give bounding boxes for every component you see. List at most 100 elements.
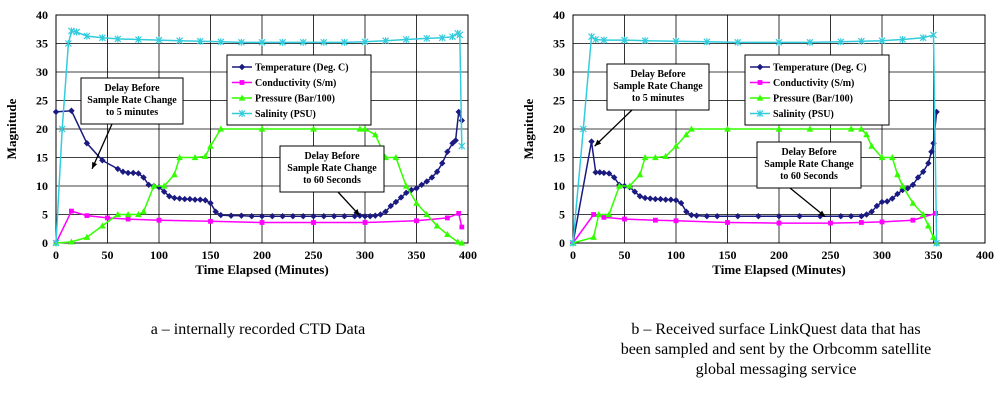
data-point-temperature — [863, 211, 870, 218]
annotation-arrowhead — [594, 139, 602, 147]
data-point-salinity — [361, 38, 369, 46]
data-point-pressure — [392, 154, 400, 161]
data-point-salinity — [134, 36, 142, 44]
x-tick-label: 300 — [873, 248, 891, 262]
data-point-temperature — [52, 108, 60, 116]
legend: Temperature (Deg. C) Conductivity (S/m) Pr… — [226, 54, 372, 126]
series-salinity — [569, 31, 941, 247]
legend-label: Pressure (Bar/100) — [773, 94, 853, 105]
data-point-salinity — [423, 34, 431, 42]
data-point-salinity — [340, 38, 348, 46]
data-point-temperature — [99, 157, 106, 164]
annotation-text: Sample Rate Change — [287, 163, 377, 174]
data-point-pressure — [207, 142, 214, 149]
annotation-text: Delay Before — [104, 83, 160, 94]
data-point-pressure — [930, 233, 937, 240]
legend-label: Pressure (Bar/100) — [255, 94, 335, 105]
y-tick-label: 0 — [559, 236, 565, 250]
y-tick-label: 15 — [553, 151, 565, 165]
data-point-temperature — [693, 212, 700, 219]
legend-label: Salinity (PSU) — [773, 109, 834, 120]
annotation-text: Sample Rate Change — [764, 159, 854, 170]
data-point-temperature — [455, 108, 462, 116]
data-point-salinity — [299, 38, 307, 46]
data-point-conductivity — [362, 220, 368, 225]
x-tick-label: 350 — [408, 248, 426, 262]
data-point-temperature — [683, 208, 690, 215]
legend-marker — [239, 80, 245, 85]
data-point-temperature — [372, 212, 379, 219]
data-point-pressure — [99, 222, 106, 229]
annotation-arrow — [789, 187, 826, 218]
data-point-pressure — [775, 125, 783, 132]
x-tick-label: 50 — [619, 248, 631, 262]
x-tick-label: 100 — [667, 248, 685, 262]
data-point-temperature — [894, 190, 901, 198]
data-point-temperature — [592, 169, 599, 176]
data-point-temperature — [647, 195, 654, 202]
data-point-salinity — [217, 38, 225, 46]
legend-item-salinity: Salinity (PSU) — [232, 109, 316, 120]
data-point-temperature — [403, 189, 410, 197]
data-point-temperature — [439, 160, 446, 167]
data-point-temperature — [207, 199, 214, 207]
annotation-text: to 60 Seconds — [303, 175, 361, 186]
y-tick-label: 5 — [42, 208, 48, 222]
data-point-salinity — [114, 35, 122, 43]
data-point-salinity — [458, 142, 466, 150]
data-point-conductivity — [456, 210, 462, 216]
data-point-salinity — [68, 27, 75, 35]
data-point-pressure — [616, 182, 623, 189]
data-point-temperature — [672, 197, 680, 204]
data-point-conductivity — [828, 220, 833, 226]
data-point-temperature — [837, 213, 844, 220]
data-point-pressure — [433, 222, 441, 229]
data-point-salinity — [592, 36, 600, 44]
data-point-conductivity — [725, 220, 730, 225]
data-point-salinity — [837, 38, 845, 46]
data-point-pressure — [636, 171, 644, 178]
data-point-salinity — [98, 34, 106, 42]
data-point-pressure — [868, 142, 875, 149]
annotation-text: to 60 Seconds — [780, 171, 838, 182]
y-tick-label: 15 — [36, 151, 48, 165]
data-point-temperature — [145, 181, 152, 189]
data-point-pressure — [662, 152, 669, 159]
data-point-pressure — [217, 125, 225, 132]
annotation-box — [80, 77, 184, 125]
caption-a-line-1: a – internally recorded CTD Data — [151, 321, 366, 338]
data-point-pressure — [83, 233, 91, 240]
data-point-conductivity — [776, 220, 782, 226]
data-point-temperature — [130, 169, 137, 177]
data-point-temperature — [361, 213, 369, 220]
x-tick-label: 200 — [770, 248, 788, 262]
legend-marker — [757, 80, 763, 85]
data-point-temperature — [397, 194, 405, 201]
data-point-temperature — [596, 169, 603, 176]
annotation-arrowhead — [818, 210, 826, 217]
data-point-temperature — [883, 198, 891, 205]
data-point-pressure — [356, 125, 364, 132]
data-point-temperature — [191, 196, 199, 203]
data-point-pressure — [124, 211, 132, 218]
legend-item-salinity: Salinity (PSU) — [750, 109, 834, 120]
data-point-salinity — [600, 36, 608, 44]
legend-label: Temperature (Deg. C) — [773, 63, 867, 74]
data-point-pressure — [361, 125, 369, 132]
data-point-pressure — [454, 238, 461, 245]
data-point-salinity — [64, 40, 72, 47]
data-point-temperature — [933, 108, 940, 116]
data-point-salinity — [237, 38, 245, 46]
data-point-salinity — [456, 31, 464, 39]
legend-marker — [238, 94, 246, 101]
data-point-temperature — [418, 181, 425, 189]
data-point-pressure — [925, 222, 932, 229]
data-point-temperature — [382, 208, 389, 215]
data-point-temperature — [605, 170, 613, 177]
data-point-salinity — [320, 38, 328, 46]
